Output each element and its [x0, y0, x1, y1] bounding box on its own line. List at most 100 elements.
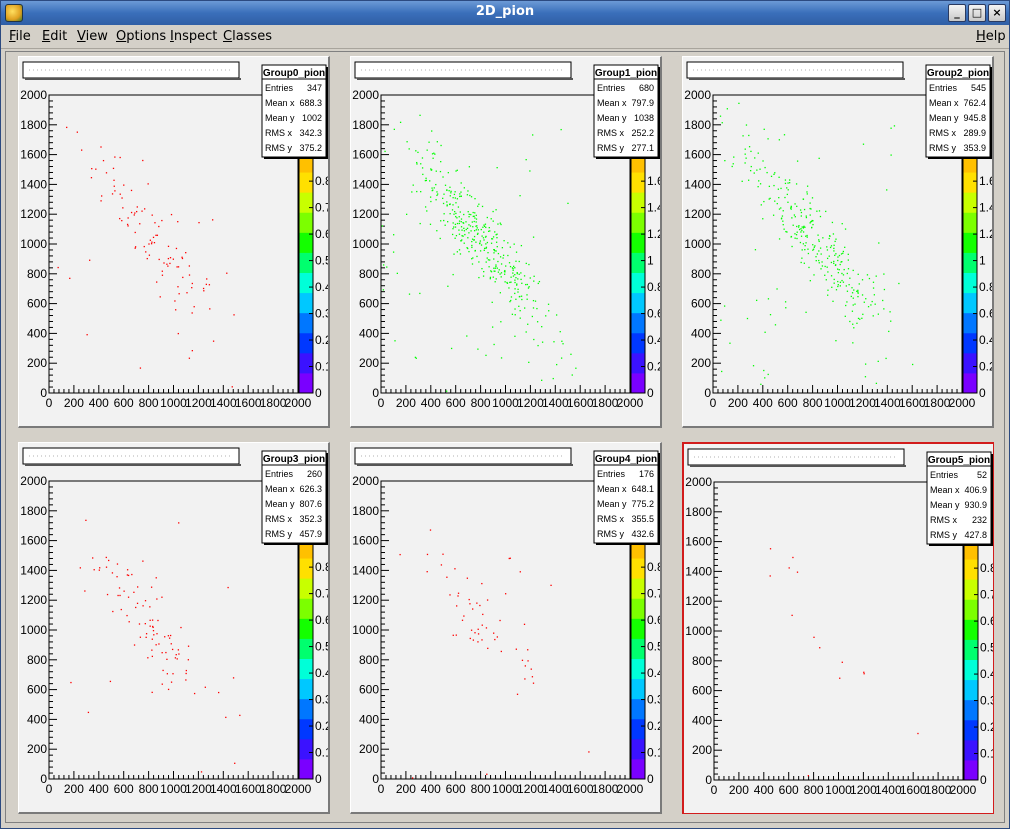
- scatter-point: [454, 568, 456, 570]
- scatter-point: [485, 246, 488, 248]
- scatter-point: [518, 273, 520, 275]
- menu-edit[interactable]: Edit: [42, 29, 68, 44]
- scatter-point: [532, 134, 534, 136]
- plot-frame[interactable]: [713, 481, 964, 781]
- scatter-point: [175, 309, 177, 311]
- color-palette-segment: [963, 232, 977, 253]
- scatter-point: [816, 210, 818, 212]
- scatter-point: [837, 280, 839, 283]
- scatter-point: [231, 386, 233, 388]
- scatter-point: [488, 266, 490, 268]
- menu-view[interactable]: View: [77, 29, 108, 44]
- menu-options[interactable]: Options: [116, 29, 167, 44]
- scatter-point: [191, 287, 193, 289]
- histogram-pad-5[interactable]: 0 0 200 200 400 400 600 600 800 800 1000 1000 1200 12…: [682, 442, 994, 814]
- scatter-point: [805, 242, 807, 244]
- menu-classes[interactable]: Classes: [223, 29, 272, 44]
- histogram-pad-3[interactable]: 0 0 200 200 400 400 600 600 800 800 1000 1000 1200 12…: [18, 442, 330, 814]
- scatter-point: [461, 235, 463, 237]
- scatter-point: [191, 282, 193, 285]
- scatter-point: [493, 632, 495, 634]
- scatter-point: [520, 295, 523, 297]
- scatter-point: [121, 197, 123, 199]
- scatter-point: [127, 225, 129, 227]
- scatter-point: [455, 234, 458, 237]
- scatter-point: [829, 235, 831, 237]
- statistics-box[interactable]: Group4_pion Entries 176 Mean x 648.1 Mean y 77…: [593, 450, 660, 545]
- histogram-pad-2[interactable]: 0 0 200 200 400 400 600 600 800 800 1000 1000 1200 12…: [682, 56, 994, 428]
- palette-axis-label: 0.4: [315, 280, 328, 294]
- close-button[interactable]: ×: [988, 4, 1006, 22]
- scatter-point: [128, 621, 130, 623]
- plot-frame[interactable]: [48, 94, 299, 394]
- app-icon[interactable]: [5, 4, 23, 22]
- palette-axis-label: 0.2: [315, 719, 328, 733]
- statistics-box[interactable]: Group0_pion Entries 347 Mean x 688.3 Mean y 10…: [261, 64, 328, 159]
- scatter-point: [839, 281, 842, 283]
- scatter-point: [146, 257, 148, 260]
- plot-frame[interactable]: [48, 480, 299, 780]
- y-tick-label: 400: [27, 326, 47, 340]
- scatter-point: [86, 334, 88, 336]
- scatter-point: [821, 265, 824, 267]
- scatter-point: [147, 183, 149, 185]
- scatter-point: [481, 235, 483, 237]
- scatter-point: [105, 566, 108, 568]
- menu-help[interactable]: Help: [976, 29, 1006, 44]
- histogram-pad-0[interactable]: 0 0 200 200 400 400 600 600 800 800 1000 1000 1200 12…: [18, 56, 330, 428]
- statistics-box[interactable]: Group3_pion Entries 260 Mean x 626.3 Mean y 80…: [261, 450, 328, 545]
- scatter-point: [515, 260, 517, 262]
- scatter-point: [854, 303, 856, 305]
- statistics-box[interactable]: Group1_pion Entries 680 Mean x 797.9 Mean y 10…: [593, 64, 660, 159]
- stats-row-label: RMS y: [597, 143, 625, 153]
- minimize-button[interactable]: _: [948, 4, 966, 22]
- scatter-point: [808, 266, 810, 269]
- histogram-pad-1[interactable]: 0 0 200 200 400 400 600 600 800 800 1000 1000 1200 12…: [350, 56, 662, 428]
- scatter-point: [177, 332, 179, 335]
- maximize-button[interactable]: □: [968, 4, 986, 22]
- scatter-point: [430, 200, 432, 203]
- statistics-box[interactable]: Group5_pion Entries 52 Mean x 406.9 Mean y 930…: [926, 451, 993, 546]
- scatter-point: [845, 285, 847, 287]
- plot-frame[interactable]: [380, 94, 631, 394]
- scatter-point: [489, 230, 491, 232]
- palette-axis-label: 0.2: [647, 719, 660, 733]
- scatter-point: [429, 180, 431, 182]
- x-tick-label: 800: [139, 782, 159, 796]
- scatter-point: [532, 682, 535, 684]
- scatter-point: [810, 220, 813, 223]
- scatter-point: [724, 159, 726, 162]
- scatter-point: [100, 146, 102, 148]
- scatter-point: [191, 312, 193, 314]
- plot-frame[interactable]: [380, 480, 631, 780]
- scatter-point: [474, 217, 476, 219]
- scatter-point: [512, 269, 514, 271]
- statistics-box[interactable]: Group2_pion Entries 545 Mean x 762.4 Mean y 94…: [925, 64, 992, 159]
- scatter-point: [846, 272, 848, 275]
- scatter-point: [847, 268, 850, 270]
- stats-row-label: RMS x: [597, 128, 625, 138]
- scatter-point: [225, 716, 227, 719]
- scatter-point: [768, 185, 771, 188]
- scatter-point: [816, 253, 819, 255]
- menu-inspect[interactable]: Inspect: [170, 29, 218, 44]
- root-canvas[interactable]: 0 0 200 200 400 400 600 600 800 800 1000 1000 1200 12…: [5, 51, 1005, 823]
- y-tick-label: 800: [27, 653, 47, 667]
- palette-axis-label: 0.7: [980, 588, 993, 602]
- x-tick-label: 1400: [874, 396, 901, 410]
- title-bar[interactable]: 2D_pion _ □ ×: [1, 1, 1009, 25]
- scatter-point: [69, 277, 71, 280]
- stats-row-value: 260: [307, 469, 322, 479]
- scatter-point: [785, 307, 787, 309]
- histogram-pad-4[interactable]: 0 0 200 200 400 400 600 600 800 800 1000 1000 1200 12…: [350, 442, 662, 814]
- scatter-point: [827, 271, 829, 273]
- scatter-point: [126, 223, 129, 226]
- color-palette-segment: [963, 292, 977, 314]
- scatter-point: [520, 278, 522, 281]
- plot-frame[interactable]: [712, 94, 963, 394]
- scatter-point: [800, 228, 802, 230]
- menu-file[interactable]: File: [9, 29, 31, 44]
- x-tick-label: 0: [378, 782, 385, 796]
- scatter-point: [167, 635, 170, 637]
- scatter-point: [890, 320, 892, 322]
